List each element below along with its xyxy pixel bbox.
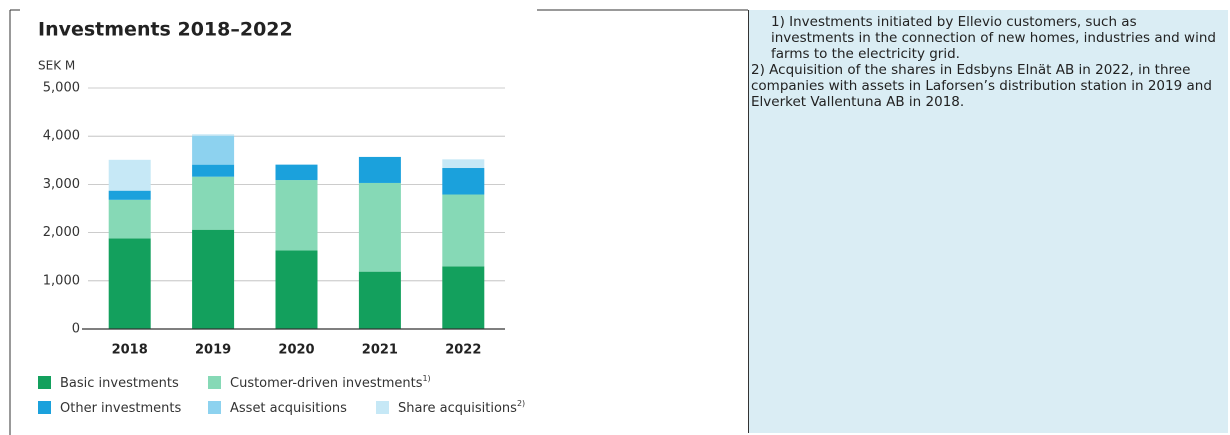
notes-panel: 1) Investments initiated by Ellevio cust…	[748, 10, 1228, 433]
y-tick-label: 4,000	[43, 129, 80, 144]
legend-name: Asset acquisitions	[230, 401, 347, 416]
legend-label: Other investments	[60, 401, 181, 416]
legend-label: Share acquisitions2)	[398, 399, 525, 416]
bar-segment	[108, 190, 151, 200]
bar-segment	[192, 164, 235, 177]
bar-segment	[358, 182, 401, 272]
chart-title: Investments 2018–2022	[38, 19, 293, 41]
legend-swatch	[38, 376, 51, 389]
legend-name: Share acquisitions	[398, 401, 517, 416]
x-tick-label: 2022	[445, 343, 481, 358]
legend-swatch	[208, 401, 221, 414]
legend-note: 2)	[517, 399, 525, 408]
legend-label: Basic investments	[60, 376, 179, 391]
bar-segment	[192, 135, 235, 165]
x-tick-label: 2021	[362, 343, 398, 358]
bar-segment	[442, 168, 485, 195]
footnote: 1) Investments initiated by Ellevio cust…	[771, 14, 1216, 62]
bar-segment	[358, 156, 401, 183]
bar-segment	[358, 271, 401, 329]
legend-note: 1)	[422, 374, 430, 383]
x-tick-label: 2020	[278, 343, 314, 358]
y-tick-label: 2,000	[43, 225, 80, 240]
bar-segment	[442, 159, 485, 169]
legend-name: Basic investments	[60, 376, 179, 391]
legend-name: Other investments	[60, 401, 181, 416]
y-axis-label: SEK M	[38, 59, 75, 73]
y-tick-label: 3,000	[43, 177, 80, 192]
legend-label: Customer-driven investments1)	[230, 374, 431, 391]
legend-swatch	[376, 401, 389, 414]
bar-segment	[275, 164, 318, 181]
bar-segment	[192, 176, 235, 230]
bar-segment	[108, 238, 151, 329]
bar-segment	[275, 250, 318, 329]
x-tick-label: 2018	[112, 343, 148, 358]
y-tick-label: 5,000	[43, 81, 80, 96]
bar-segment	[108, 199, 151, 239]
bar-segment	[192, 229, 235, 329]
y-tick-label: 1,000	[43, 273, 80, 288]
legend-label: Asset acquisitions	[230, 401, 347, 416]
footnote: 2) Acquisition of the shares in Edsbyns …	[751, 62, 1212, 110]
bar-segment	[192, 134, 235, 136]
bar-segment	[275, 180, 318, 251]
bar-segment	[442, 194, 485, 267]
x-tick-label: 2019	[195, 343, 231, 358]
legend-swatch	[208, 376, 221, 389]
chart: Investments 2018–2022 SEK M 0 1,000 2,000 3…	[9, 9, 748, 435]
legend-swatch	[38, 401, 51, 414]
legend-name: Customer-driven investments	[230, 376, 423, 391]
y-tick-label: 0	[72, 322, 80, 337]
bar-segment	[442, 266, 485, 329]
bar-segment	[108, 159, 151, 191]
